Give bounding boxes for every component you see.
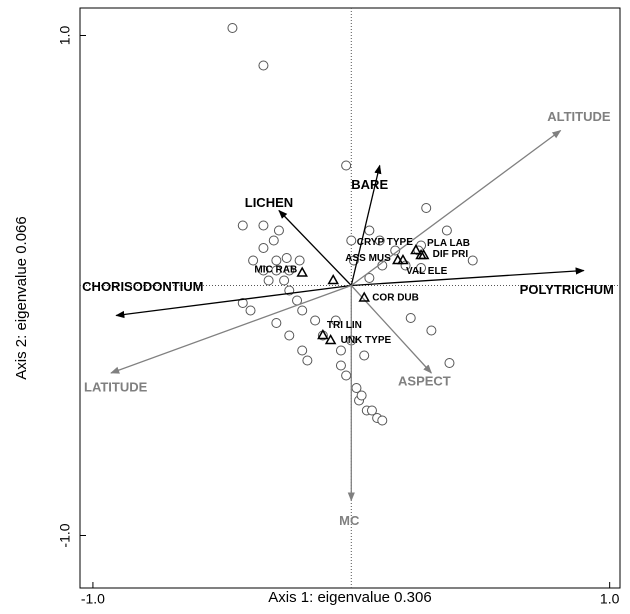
species-point (397, 253, 409, 265)
species-point (410, 243, 422, 255)
species-point (358, 291, 370, 302)
site-point (258, 265, 269, 276)
species-label: CRYP TYPE (357, 237, 413, 248)
site-point (341, 160, 352, 171)
site-point (258, 220, 269, 231)
site-point (263, 275, 274, 286)
y-tick-label: -1.0 (57, 523, 73, 547)
vector-arrow (115, 284, 352, 319)
vector-label: ALTITUDE (547, 109, 611, 124)
site-point (245, 305, 256, 316)
site-point (227, 23, 238, 33)
vector-arrow (351, 267, 585, 287)
site-point (297, 305, 308, 316)
site-point (416, 263, 427, 273)
site-point (258, 60, 269, 71)
vector-label: LICHEN (245, 195, 293, 210)
site-point (351, 383, 362, 393)
site-point (310, 315, 321, 326)
y-axis-label: Axis 2: eigenvalue 0.066 (13, 216, 30, 379)
x-tick-label: 1.0 (600, 591, 620, 607)
site-point (271, 318, 282, 328)
vector-label: MC (339, 513, 360, 528)
vector-arrow (350, 285, 433, 374)
site-point (359, 350, 370, 361)
site-point (279, 275, 290, 286)
x-tick-label: -1.0 (81, 591, 105, 607)
site-point (364, 273, 375, 283)
site-point (405, 313, 416, 323)
site-point (390, 245, 401, 256)
site-point (346, 235, 357, 246)
vector-label: BARE (351, 177, 388, 192)
species-label: UNK TYPE (341, 335, 392, 346)
site-point (302, 355, 313, 366)
site-point (356, 390, 367, 401)
species-point (324, 333, 337, 345)
species-point (327, 273, 339, 285)
species-label: DIF PRI (433, 249, 469, 260)
vector-label: CHORISODONTIUM (82, 279, 203, 294)
vector-label: ASPECT (398, 373, 451, 388)
vector-arrow (110, 284, 352, 374)
site-point (335, 360, 346, 371)
species-point (296, 266, 308, 277)
site-point (330, 315, 341, 326)
species-point (417, 248, 430, 260)
site-point (271, 265, 282, 276)
site-point (366, 405, 377, 416)
plot-frame (79, 7, 621, 589)
species-label: PLA LAB (427, 238, 470, 249)
site-point (271, 255, 282, 266)
site-point (294, 255, 305, 266)
site-point (421, 203, 432, 213)
site-point (281, 253, 292, 263)
site-point (268, 235, 279, 246)
site-point (467, 255, 478, 266)
vector-arrow (350, 129, 562, 287)
species-label: VAL ELE (406, 266, 448, 277)
site-point (248, 255, 259, 266)
site-point (377, 415, 388, 426)
x-axis-label: Axis 1: eigenvalue 0.306 (268, 589, 431, 606)
site-point (284, 330, 295, 341)
species-point (317, 328, 329, 340)
y-tick-label: 1.0 (57, 26, 73, 46)
site-point (258, 243, 269, 253)
species-label: MIC RAB (254, 265, 297, 276)
site-point (426, 325, 437, 336)
site-point (335, 345, 346, 356)
site-point (273, 225, 284, 236)
site-point (341, 370, 352, 381)
species-label: TRI LIN (327, 320, 362, 331)
species-label: COR DUB (372, 293, 419, 304)
vector-arrow (350, 164, 382, 286)
site-point (374, 235, 385, 246)
species-label: ASS MUS (345, 253, 391, 264)
vector-label: POLYTRICHUM (520, 282, 614, 297)
site-point (237, 220, 248, 231)
site-point (444, 358, 455, 368)
vector-arrow (278, 209, 352, 286)
site-point (297, 345, 308, 356)
site-point (441, 225, 452, 236)
site-point (237, 298, 248, 308)
site-point (284, 265, 295, 276)
site-point (364, 225, 375, 236)
vector-label: LATITUDE (84, 379, 148, 394)
